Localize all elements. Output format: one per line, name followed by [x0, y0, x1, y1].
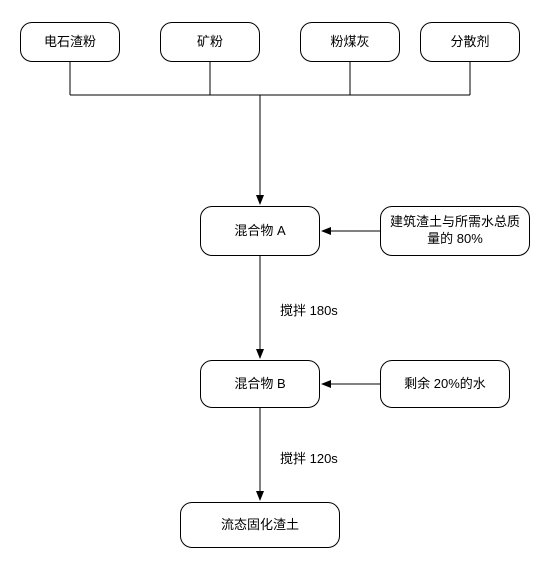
node-side-b-label: 剩余 20%的水 — [404, 376, 486, 393]
node-input3: 粉煤灰 — [300, 22, 400, 62]
node-side-a-label: 建筑渣土与所需水总质量的 80% — [387, 214, 523, 248]
node-input4-label: 分散剂 — [450, 34, 489, 51]
node-input1: 电石渣粉 — [20, 22, 120, 62]
node-side-b: 剩余 20%的水 — [380, 360, 510, 408]
node-mix-b-label: 混合物 B — [234, 376, 285, 393]
flow-lines — [0, 0, 554, 570]
node-mix-a: 混合物 A — [200, 206, 320, 256]
node-input1-label: 电石渣粉 — [44, 34, 96, 51]
node-input2: 矿粉 — [160, 22, 260, 62]
edge-label-stir2: 搅拌 120s — [280, 448, 338, 467]
node-input4: 分散剂 — [420, 22, 520, 62]
node-mix-a-label: 混合物 A — [234, 223, 285, 240]
node-output: 流态固化渣土 — [180, 502, 340, 548]
node-input3-label: 粉煤灰 — [330, 34, 369, 51]
node-input2-label: 矿粉 — [197, 34, 223, 51]
node-mix-b: 混合物 B — [200, 360, 320, 408]
node-output-label: 流态固化渣土 — [221, 517, 299, 534]
edge-label-stir1: 搅拌 180s — [280, 300, 338, 319]
node-side-a: 建筑渣土与所需水总质量的 80% — [380, 206, 530, 256]
